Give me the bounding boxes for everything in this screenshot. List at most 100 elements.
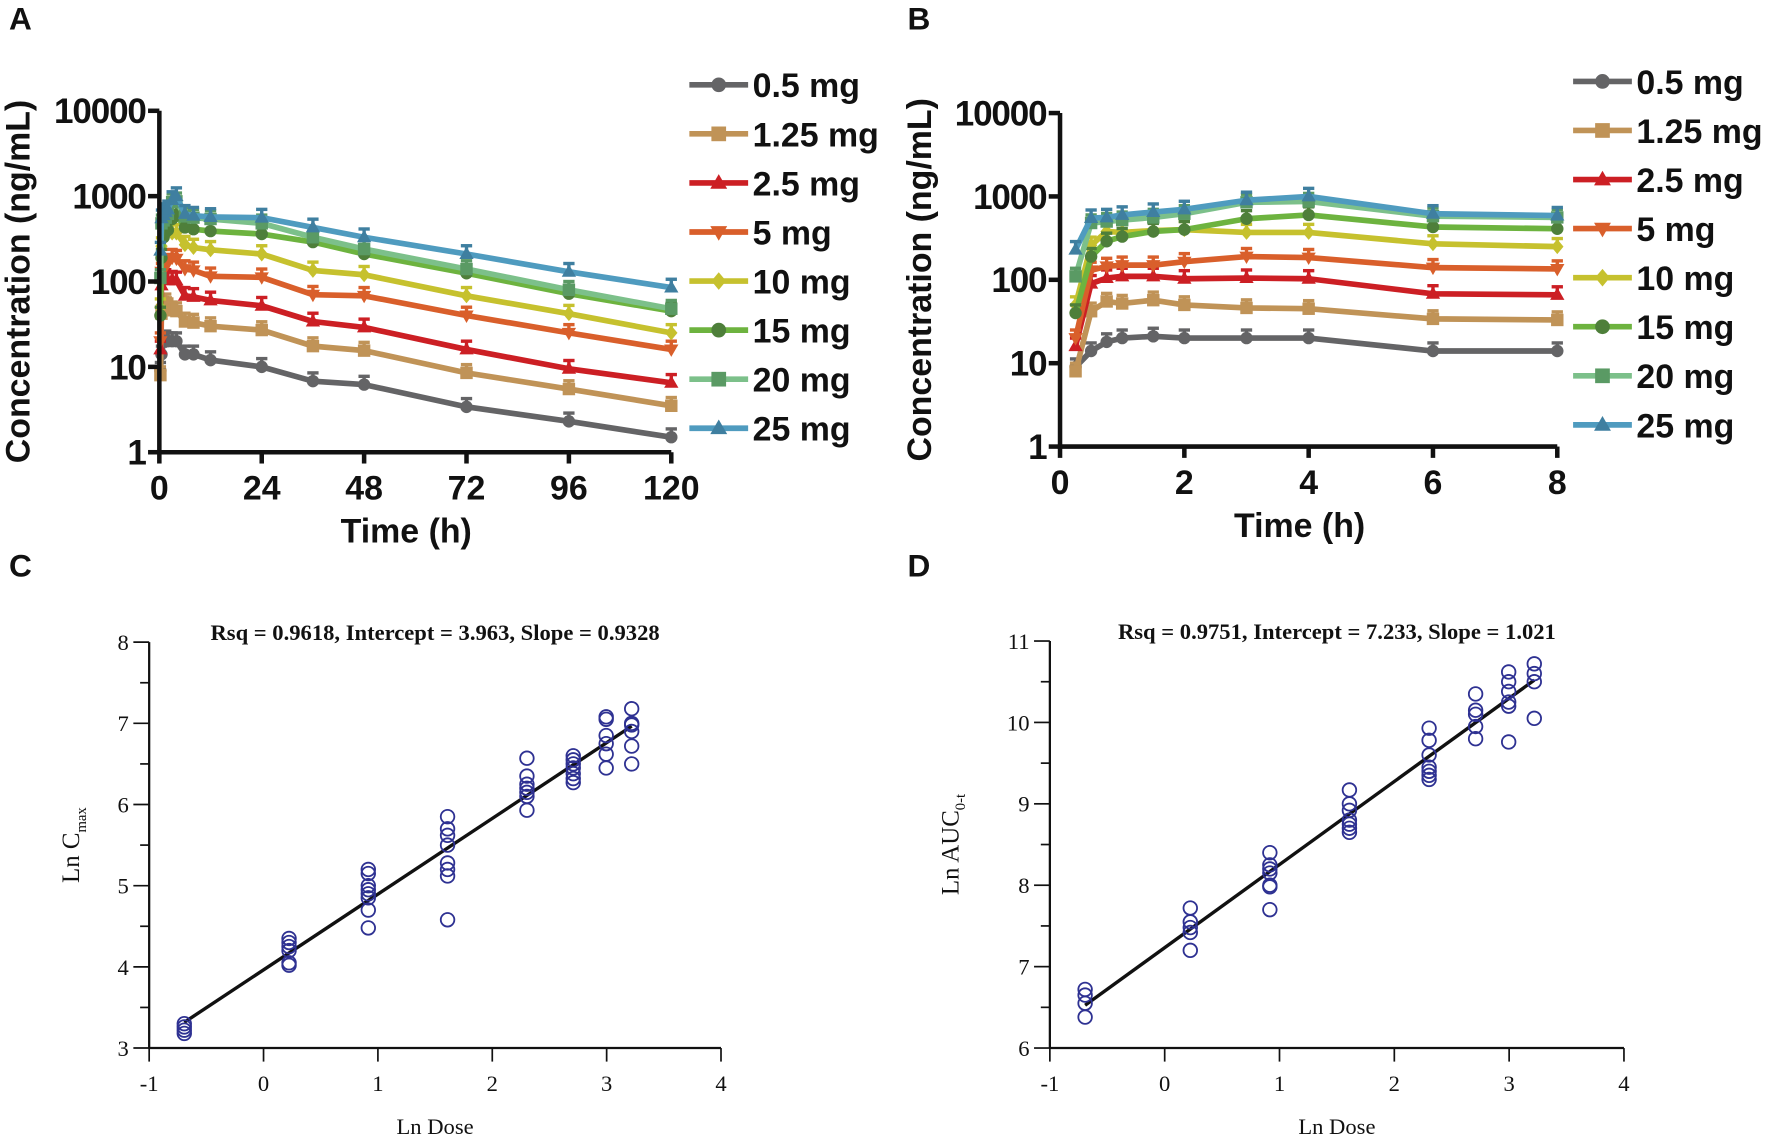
legend-item: 5 mg — [689, 214, 832, 252]
x-tick-label: 96 — [550, 470, 588, 508]
data-point — [203, 292, 218, 306]
data-point — [1084, 344, 1098, 358]
legend-label: 10 mg — [1636, 260, 1734, 298]
data-point — [281, 942, 297, 959]
legend-item: 15 mg — [1573, 309, 1734, 347]
data-point — [1500, 734, 1517, 750]
series-line — [1072, 198, 1558, 278]
data-point — [360, 882, 376, 898]
data-point — [1069, 306, 1082, 320]
data-point — [176, 1025, 192, 1042]
x-tick-label: 8 — [1548, 464, 1567, 502]
data-point — [561, 361, 577, 374]
y-axis-label: Concentration (ng/mL) — [0, 100, 37, 463]
data-point — [439, 837, 456, 853]
data-point — [598, 746, 614, 762]
legend-item: 20 mg — [1573, 358, 1734, 396]
data-point — [1425, 262, 1441, 276]
data-point — [519, 750, 535, 766]
data-point — [169, 188, 184, 202]
data-point — [254, 210, 269, 223]
data-point — [1301, 252, 1316, 265]
data-point — [1147, 293, 1160, 307]
data-point — [1182, 942, 1198, 959]
data-point — [1421, 763, 1437, 779]
y-tick-label: 100 — [91, 263, 147, 302]
x-tick-label: -1 — [1040, 1071, 1059, 1096]
panel-label-b: B — [907, 0, 930, 36]
legend-item: 5 mg — [1573, 211, 1715, 249]
data-point — [204, 242, 217, 258]
data-point — [178, 348, 192, 361]
data-point — [1177, 201, 1192, 215]
data-point — [187, 240, 200, 256]
data-point — [1146, 260, 1161, 273]
data-point — [562, 306, 576, 322]
legend-label: 2.5 mg — [1636, 162, 1743, 200]
y-tick-label: 7 — [1018, 955, 1029, 980]
data-point — [598, 711, 614, 727]
data-point — [1262, 901, 1278, 918]
data-point — [255, 246, 268, 262]
data-point — [519, 768, 535, 784]
data-point — [1467, 731, 1484, 747]
y-tick-label: 10000 — [54, 92, 146, 131]
y-tick-label: 8 — [118, 630, 129, 655]
data-point — [356, 229, 372, 243]
data-point — [1500, 694, 1517, 710]
y-tick-label: 11 — [1008, 629, 1030, 654]
legend-item: 2.5 mg — [689, 165, 860, 203]
data-point — [1302, 224, 1315, 240]
series-0-5-mg — [1069, 326, 1564, 374]
data-point — [1467, 686, 1484, 702]
data-point — [439, 808, 456, 825]
data-point — [305, 314, 321, 327]
legend-marker — [710, 419, 728, 435]
y-tick-label: 10 — [109, 348, 146, 387]
data-point — [439, 912, 456, 928]
legend-marker — [710, 174, 728, 189]
data-point — [1551, 239, 1564, 255]
data-point — [1177, 256, 1192, 270]
data-point — [439, 868, 456, 884]
data-point — [1115, 207, 1130, 220]
y-axis-label-subscript: 0-t — [953, 794, 969, 810]
data-point — [519, 780, 535, 796]
legend-label: 15 mg — [753, 313, 851, 351]
data-point — [356, 290, 372, 304]
data-point — [624, 756, 640, 772]
data-point — [281, 938, 297, 955]
data-point — [357, 344, 371, 357]
data-point — [460, 262, 473, 276]
x-tick-label: -1 — [140, 1071, 159, 1096]
data-point — [1262, 879, 1278, 895]
data-point — [1115, 260, 1130, 273]
y-tick-label: 1 — [127, 434, 146, 473]
series-0-5-mg — [154, 329, 678, 444]
data-point — [281, 930, 297, 947]
x-tick-label: 4 — [1618, 1071, 1629, 1096]
data-point — [1146, 268, 1161, 282]
series-15-mg — [1069, 205, 1564, 320]
data-point — [169, 253, 184, 267]
legend-marker — [1595, 319, 1610, 335]
data-point — [1551, 222, 1564, 235]
data-point — [281, 934, 297, 951]
legend-item: 25 mg — [689, 411, 851, 449]
data-point — [187, 348, 200, 361]
legend-marker — [711, 322, 727, 338]
legend-marker — [711, 371, 727, 387]
data-point — [204, 353, 217, 367]
data-point — [204, 319, 217, 333]
legend-marker — [1595, 74, 1610, 89]
x-tick-label: 2 — [1389, 1071, 1400, 1096]
data-point — [255, 227, 268, 241]
series-line — [1072, 297, 1558, 372]
series-5-mg — [1068, 246, 1565, 346]
data-point — [1100, 295, 1113, 308]
data-point — [1182, 919, 1198, 936]
data-point — [357, 378, 371, 391]
data-point — [598, 760, 614, 776]
legend-item: 20 mg — [689, 362, 851, 400]
legend-marker — [711, 77, 727, 93]
